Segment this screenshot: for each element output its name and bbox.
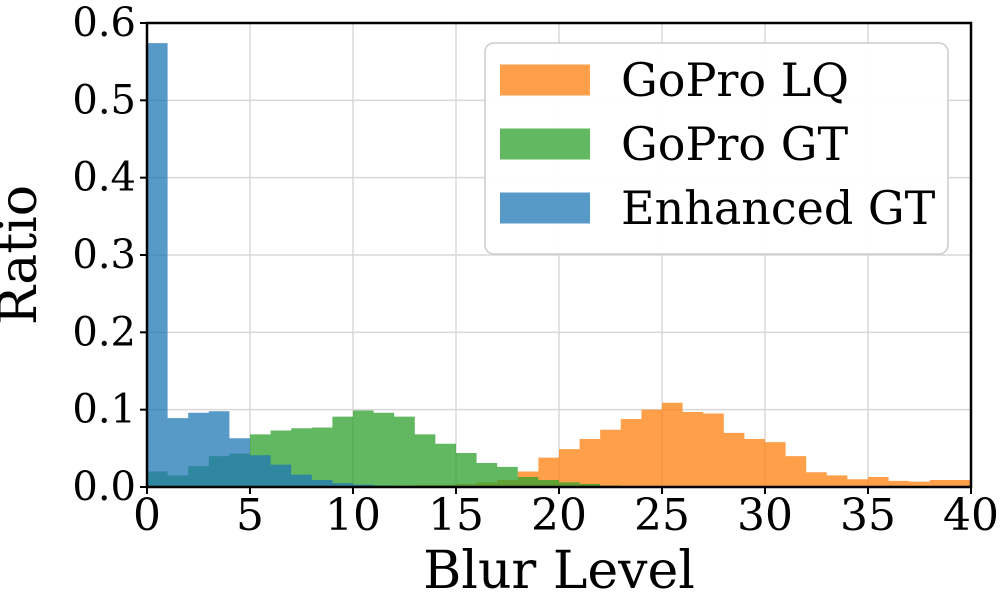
legend: GoPro LQ GoPro GT Enhanced GT [484, 42, 949, 255]
x-tick-label: 25 [634, 490, 690, 541]
y-tick-label: 0.6 [72, 0, 136, 46]
y-tick-label: 0.4 [72, 155, 136, 201]
x-tick-label: 35 [840, 490, 896, 541]
y-tick-label: 0.0 [72, 464, 136, 510]
legend-swatch-gopro-lq [500, 64, 590, 96]
y-tick-label: 0.2 [72, 309, 136, 355]
legend-label: Enhanced GT [621, 181, 936, 235]
x-tick-label: 40 [943, 490, 999, 541]
series-gopro-lq [147, 402, 971, 487]
series-enhanced-gt [147, 43, 971, 488]
legend-frame [484, 42, 949, 255]
y-axis: 0.0 0.1 0.2 0.3 0.4 0.5 0.6 [72, 0, 147, 510]
x-axis: 0 5 10 15 20 25 30 35 40 [133, 487, 999, 541]
x-tick-label: 30 [737, 490, 793, 541]
x-tick-label: 5 [236, 490, 264, 541]
series-gopro-gt [147, 410, 971, 487]
y-tick-label: 0.3 [72, 232, 136, 278]
y-tick-label: 0.5 [72, 77, 136, 123]
legend-label: GoPro GT [621, 117, 848, 171]
legend-label: GoPro LQ [621, 53, 849, 107]
x-tick-label: 15 [428, 490, 484, 541]
x-tick-label: 10 [325, 490, 381, 541]
y-axis-title: Ratio [0, 185, 49, 325]
x-tick-label: 0 [133, 490, 161, 541]
legend-swatch-enhanced-gt [500, 192, 590, 224]
histogram-series [147, 43, 971, 488]
y-tick-label: 0.1 [72, 387, 136, 433]
x-axis-title: Blur Level [423, 541, 695, 601]
legend-swatch-gopro-gt [500, 128, 590, 160]
x-tick-label: 20 [531, 490, 587, 541]
